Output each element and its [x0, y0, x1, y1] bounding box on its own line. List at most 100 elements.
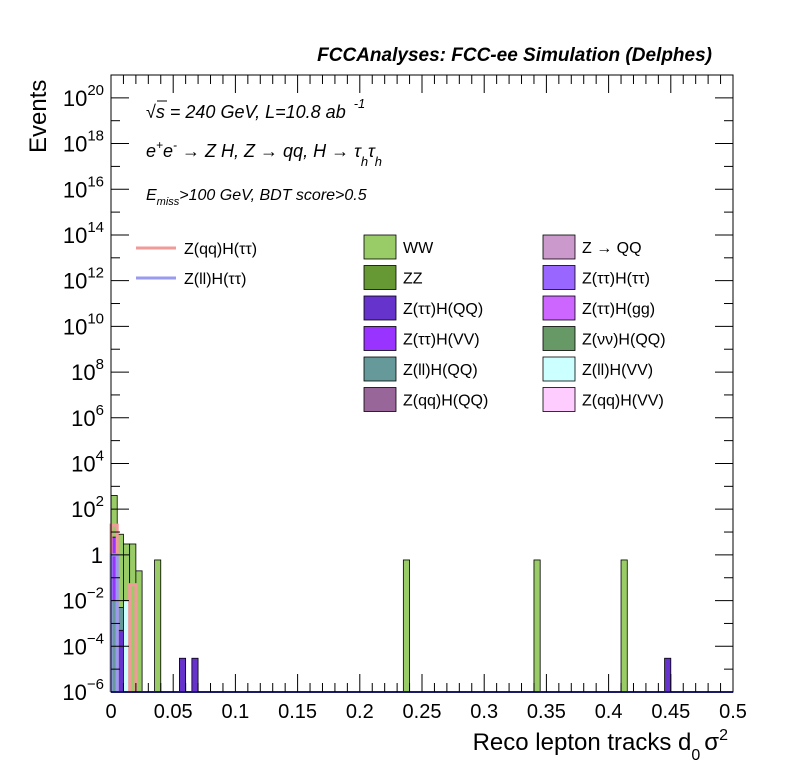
- legend-label: Z(qq)H(VV): [582, 393, 664, 410]
- x-tick-label: 0.3: [470, 701, 498, 723]
- energy-s: s: [156, 102, 165, 122]
- y-tick-label-exponent: 6: [96, 402, 104, 419]
- legend-label: Z(qq)H(QQ): [403, 393, 488, 410]
- histogram-bar: [664, 657, 672, 693]
- legend-label: Z(ll)H(ττ): [184, 271, 246, 288]
- cut-e: E: [146, 187, 157, 204]
- y-tick-label-exponent: 18: [87, 128, 104, 145]
- x-axis-label: Reco lepton tracks d0 σ2: [473, 727, 729, 764]
- y-tick-labels: 10−610−410−21102104106108101010121014101…: [62, 82, 104, 705]
- legend-box-swatch: [363, 326, 397, 351]
- y-tick-label: 1: [91, 543, 103, 568]
- y-tick-label: 104: [71, 447, 104, 476]
- cut-text: >100 GeV, BDT score>0.5: [179, 187, 366, 204]
- legend-box-swatch: [542, 387, 576, 412]
- process-text: → Z H, Z → qq, H → τ: [177, 141, 362, 161]
- histogram-bar: [154, 559, 162, 693]
- legend-box-swatch: [542, 234, 576, 260]
- y-tick-label-base: 10: [63, 86, 87, 111]
- y-tick-label-exponent: 12: [87, 265, 104, 282]
- x-axis-label-tail: σ: [704, 729, 719, 756]
- y-tick-label: 1010: [63, 310, 104, 339]
- legend-label: WW: [403, 240, 434, 257]
- y-tick-label: 10−2: [62, 585, 104, 614]
- x-tick-labels: 0 0.05 0.1 0.15 0.2 0.25 0.3 0.35 0.4 0.45 0.5: [105, 701, 746, 723]
- y-tick-label-exponent: 8: [96, 356, 104, 373]
- process-tau2: τ: [368, 141, 376, 161]
- y-tick-label: 1018: [63, 128, 104, 157]
- y-tick-label-base: 10: [63, 223, 87, 248]
- x-tick-label: 0.4: [595, 701, 623, 723]
- y-tick-label-base: 10: [62, 680, 86, 705]
- x-tick-label: 0.45: [651, 701, 690, 723]
- y-tick-label-exponent: 16: [87, 173, 104, 190]
- y-tick-label: 1020: [63, 82, 104, 111]
- histogram-bar: [533, 559, 541, 693]
- y-tick-label-base: 10: [63, 269, 87, 294]
- y-tick-label-base: 10: [63, 132, 87, 157]
- y-tick-label: 10−6: [62, 676, 104, 705]
- y-tick-label: 10−4: [62, 630, 104, 659]
- legend-box-swatch: [363, 265, 397, 290]
- signal-line-bin: [128, 583, 138, 692]
- sqrt-symbol: √: [146, 102, 156, 122]
- x-tick-label: 0: [105, 701, 116, 723]
- y-tick-label-exponent: 4: [96, 447, 104, 464]
- cut-sub: miss: [157, 196, 180, 208]
- legend-box-swatch: [363, 234, 397, 260]
- legend-label: Z(ττ)H(gg): [582, 301, 655, 318]
- y-tick-label-base: 10: [71, 406, 95, 431]
- energy-text: = 240 GeV, L=10.8 ab: [165, 102, 346, 122]
- legend-box-swatch: [542, 265, 576, 290]
- histogram-bar: [179, 657, 187, 693]
- legend-label: ZZ: [403, 271, 423, 288]
- histogram-bar: [191, 657, 199, 693]
- process-e2: e: [163, 141, 173, 161]
- legend-box-swatch: [542, 295, 576, 321]
- histogram-bar: [620, 559, 628, 693]
- y-tick-label: 102: [71, 493, 104, 522]
- legend-label: Z(ττ)H(VV): [403, 332, 480, 349]
- svg-text:√s = 240 GeV, L=10.8 ab-1: √s = 240 GeV, L=10.8 ab -1: [146, 96, 365, 122]
- legend-box-swatch: [542, 356, 576, 382]
- y-axis-label: Events: [25, 80, 52, 153]
- y-tick-label: 1016: [63, 173, 104, 202]
- y-tick-label-base: 10: [63, 177, 87, 202]
- legend-box-swatch: [363, 295, 397, 321]
- y-tick-label: 1012: [63, 265, 104, 294]
- process-sub2: h: [375, 154, 382, 169]
- y-tick-label-base: 10: [71, 451, 95, 476]
- y-tick-label-base: 10: [62, 634, 86, 659]
- legend-box-swatch: [542, 326, 576, 351]
- y-tick-label-exponent: 2: [96, 493, 104, 510]
- legend-label: Z(νν)H(QQ): [582, 332, 666, 349]
- y-tick-label-base: 10: [62, 589, 86, 614]
- x-axis-label-sub: 0: [691, 747, 700, 764]
- process-plus: +: [156, 138, 163, 152]
- y-tick-label-exponent: −4: [87, 630, 104, 647]
- x-tick-label: 0.1: [221, 701, 249, 723]
- legend-label: Z(qq)H(ττ): [184, 241, 257, 258]
- y-tick-label-exponent: 10: [87, 310, 104, 327]
- x-tick-label: 0.05: [154, 701, 193, 723]
- legend: Z(qq)H(ττ) Z(ll)H(ττ) WW Z → QQ ZZ Z(ττ)H(ττ)…: [136, 234, 666, 412]
- process-minus: -: [173, 138, 177, 152]
- legend-label: Z(ττ)H(QQ): [403, 301, 483, 318]
- process-e: e: [146, 141, 156, 161]
- legend-label: Z(ττ)H(ττ): [582, 271, 650, 288]
- y-tick-label-exponent: 20: [87, 82, 104, 99]
- histogram-bar: [402, 559, 410, 693]
- x-axis-label-main: Reco lepton tracks d: [473, 729, 692, 756]
- legend-label: Z(ll)H(VV): [582, 362, 653, 379]
- legend-box-swatch: [363, 356, 397, 382]
- axis-ticks: [110, 75, 734, 693]
- energy-annotation: √s = 240 GeV, L=10.8 ab -1: [146, 96, 365, 122]
- x-tick-label: 0.5: [719, 701, 747, 723]
- x-tick-label: 0.25: [403, 701, 442, 723]
- process-sub1: h: [361, 154, 368, 169]
- cut-annotation: Emiss>100 GeV, BDT score>0.5: [146, 187, 367, 208]
- x-tick-label: 0.15: [278, 701, 317, 723]
- y-tick-label-base: 10: [71, 360, 95, 385]
- y-tick-label-base: 10: [71, 497, 95, 522]
